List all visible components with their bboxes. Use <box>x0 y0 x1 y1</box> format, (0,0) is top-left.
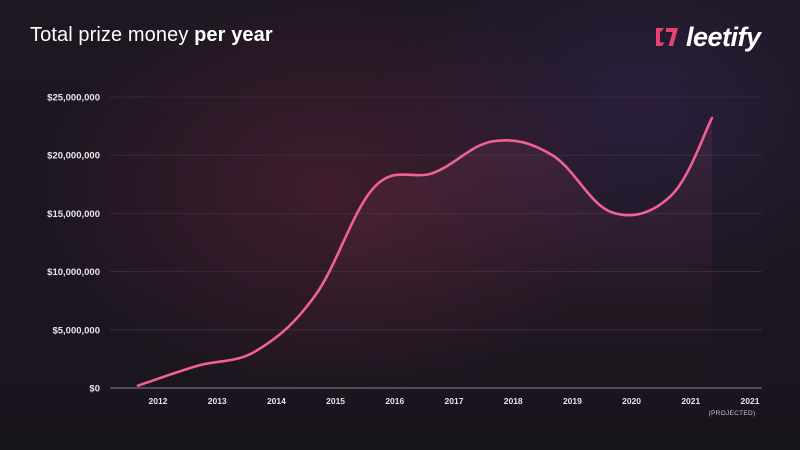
brand-logo: leetify <box>654 22 761 52</box>
x-tick-label: 2017 <box>445 396 464 406</box>
x-axis-ticks: 2012 2013 2014 2015 2016 2017 2018 2019 2020 2021… <box>149 396 760 417</box>
series-line <box>136 116 714 387</box>
y-tick-label: $15,000,000 <box>47 209 100 220</box>
x-tick-label: 2015 <box>326 396 345 406</box>
x-tick-label: 2019 <box>563 396 582 406</box>
brand-logo-text: leetify <box>686 22 761 52</box>
x-tick-label: 2020 <box>622 396 641 406</box>
y-tick-label: $20,000,000 <box>47 151 100 162</box>
chart-title-prefix: Total prize money <box>30 24 195 46</box>
x-tick-label: 2018 <box>504 396 523 406</box>
series-area <box>138 117 712 389</box>
y-tick-label: $5,000,000 <box>52 325 100 336</box>
x-tick-label: 2014 <box>267 396 286 406</box>
x-tick-sublabel: (PROJECTED) <box>709 410 756 417</box>
x-tick-label: 2016 <box>385 396 404 406</box>
y-tick-label: $0 <box>89 384 100 395</box>
y-tick-label: $10,000,000 <box>47 267 100 278</box>
x-tick-label: 2021 <box>741 396 760 406</box>
y-tick-label: $25,000,000 <box>47 93 100 104</box>
y-axis-ticks: $25,000,000 $20,000,000 $15,000,000 $10,000… <box>47 93 100 395</box>
leetify-logo-icon <box>656 28 678 46</box>
chart-title: Total prize money per year <box>30 24 273 47</box>
x-tick-label: 2012 <box>149 396 168 406</box>
series-layer <box>136 116 714 389</box>
x-tick-label: 2021 <box>681 396 700 406</box>
x-tick-label: 2013 <box>208 396 227 406</box>
chart-title-emphasis: per year <box>194 24 273 46</box>
